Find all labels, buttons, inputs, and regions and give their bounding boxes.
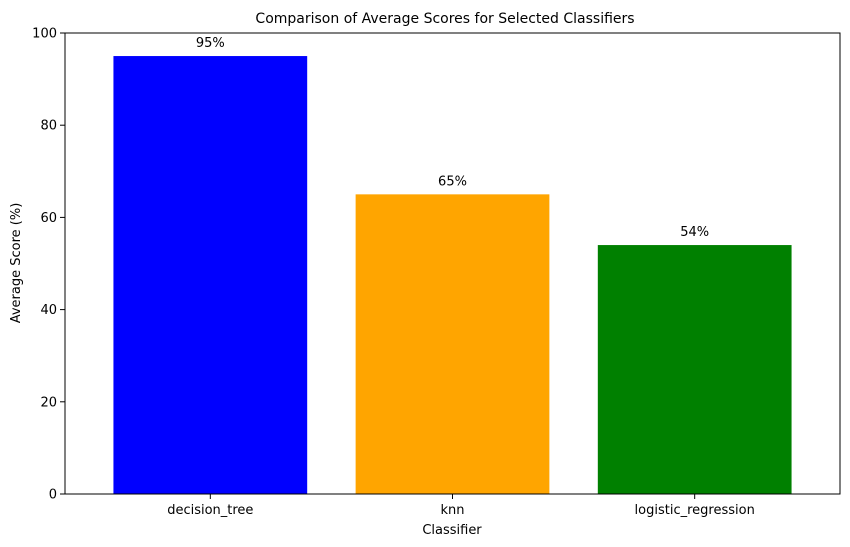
y-tick-label-80: 80 — [40, 119, 57, 134]
value-labels-group: 95% 65% 54% — [196, 36, 709, 240]
y-axis-label: Average Score (%) — [9, 203, 24, 324]
y-axis: 0 20 40 60 80 100 — [32, 27, 65, 503]
x-tick-label-knn: knn — [440, 503, 464, 518]
value-label-knn: 65% — [438, 174, 467, 189]
y-tick-label-60: 60 — [40, 211, 57, 226]
x-tick-label-logistic_regression: logistic_regression — [635, 503, 755, 518]
value-label-logistic_regression: 54% — [680, 225, 709, 240]
y-tick-label-20: 20 — [40, 395, 57, 410]
bars-group — [113, 56, 792, 495]
chart-title: Comparison of Average Scores for Selecte… — [255, 11, 634, 27]
y-tick-label-40: 40 — [40, 303, 57, 318]
x-tick-label-decision_tree: decision_tree — [167, 503, 253, 518]
value-label-decision_tree: 95% — [196, 36, 225, 51]
bar-logistic_regression — [597, 245, 792, 494]
bar-knn — [355, 194, 550, 494]
y-tick-label-0: 0 — [49, 488, 57, 503]
bar-decision_tree — [113, 56, 308, 495]
x-axis-label: Classifier — [422, 523, 482, 538]
x-axis: decision_tree knn logistic_regression — [167, 494, 755, 518]
y-tick-label-100: 100 — [32, 27, 57, 42]
